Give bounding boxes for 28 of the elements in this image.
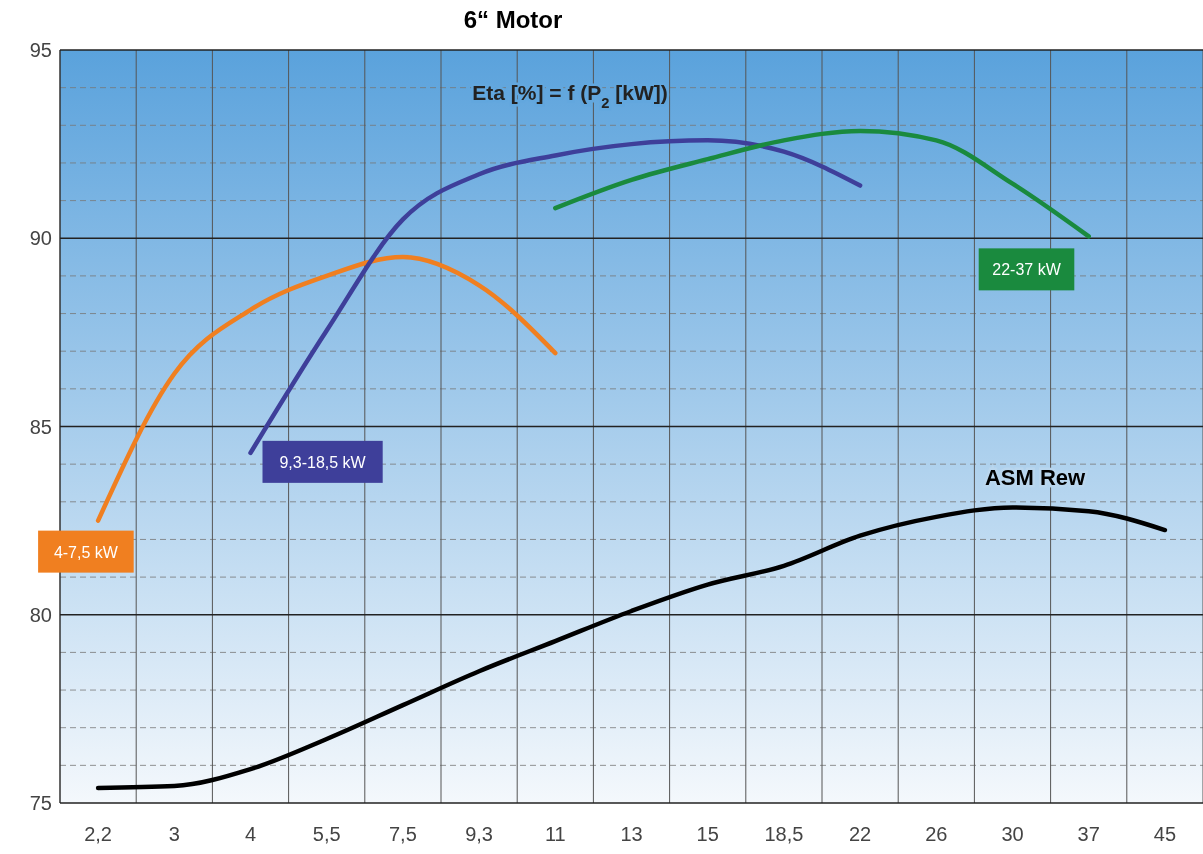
x-tick-label: 11	[544, 823, 566, 845]
series-label: 4-7,5 kW	[53, 543, 119, 561]
x-tick-label: 22	[848, 823, 872, 845]
x-tick-label: 15	[696, 823, 719, 845]
text: 22-37 kW	[992, 261, 1062, 279]
x-tick-label: 4	[244, 823, 257, 845]
y-tick-label: 80	[29, 603, 52, 626]
x-tick-label: 2,2	[84, 823, 113, 845]
line-series	[248, 138, 863, 456]
y-tick-label: 85	[29, 415, 52, 438]
chart-title: 6“ Motor	[463, 6, 563, 33]
y-tick-label: 75	[29, 792, 52, 814]
x-tick-label: 37	[1077, 823, 1100, 845]
series-label: 9,3-18,5 kW	[279, 453, 367, 471]
x-tick-label: 26	[925, 823, 948, 845]
x-tick-label: 9,3	[465, 823, 494, 845]
x-tick-label: 18,5	[764, 823, 804, 845]
x-tick-label: 7,5	[388, 823, 417, 845]
line-series	[553, 128, 1091, 239]
x-tick-label: 3	[168, 823, 180, 845]
line-series	[95, 254, 558, 523]
y-tick-label: 90	[29, 227, 52, 250]
line-series	[95, 505, 1168, 791]
x-tick-label: 45	[1153, 823, 1177, 845]
x-tick-label: 5,5	[312, 823, 341, 845]
x-tick-label: 13	[620, 823, 643, 845]
x-tick-label: 30	[1001, 823, 1024, 845]
y-tick-label: 95	[29, 39, 52, 61]
